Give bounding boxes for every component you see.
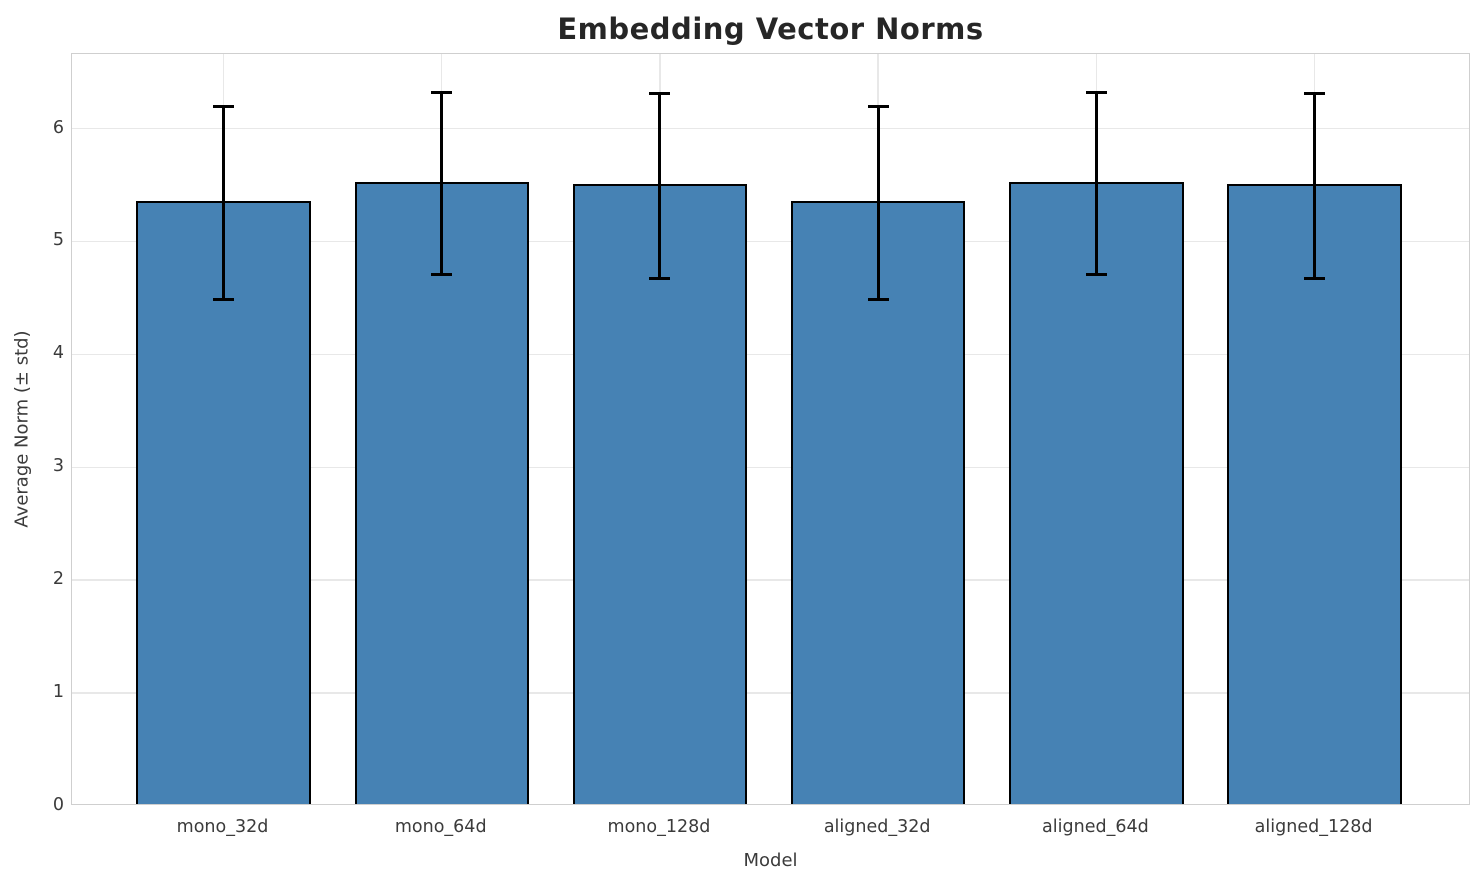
bar-mono_64d bbox=[354, 181, 529, 804]
y-tick-label-2: 2 bbox=[52, 569, 64, 590]
chart-title: Embedding Vector Norms bbox=[557, 12, 984, 46]
h-gridline-y3 bbox=[72, 466, 1469, 468]
error-bar-cap-top-aligned_32d bbox=[867, 104, 889, 108]
x-axis-title: Model bbox=[743, 850, 798, 871]
x-tick-label-mono_64d: mono_64d bbox=[394, 817, 487, 837]
h-gridline-y2 bbox=[72, 579, 1469, 581]
error-bar-cap-bottom-aligned_64d bbox=[1085, 273, 1107, 277]
y-tick-label-0: 0 bbox=[52, 795, 64, 815]
h-gridline-y5 bbox=[72, 240, 1469, 243]
error-bar-cap-bottom-aligned_32d bbox=[867, 298, 889, 302]
h-gridline-y1 bbox=[72, 692, 1469, 694]
y-tick-label-4: 4 bbox=[52, 343, 64, 364]
bar-mono_128d bbox=[572, 184, 748, 804]
error-bar-line-mono_32d bbox=[222, 104, 225, 302]
error-bar-line-mono_128d bbox=[658, 92, 662, 280]
plot-area bbox=[71, 53, 1470, 805]
bar-aligned_128d bbox=[1227, 184, 1402, 804]
error-bar-cap-top-mono_32d bbox=[213, 104, 234, 108]
error-bar-line-aligned_128d bbox=[1313, 92, 1317, 280]
error-bar-cap-top-aligned_128d bbox=[1304, 92, 1326, 96]
error-bar-line-aligned_32d bbox=[876, 104, 880, 302]
x-tick-label-aligned_128d: aligned_128d bbox=[1254, 817, 1373, 837]
bar-mono_32d bbox=[136, 201, 311, 804]
bar-aligned_32d bbox=[790, 201, 966, 804]
error-bar-cap-bottom-mono_32d bbox=[213, 298, 234, 302]
error-bar-cap-top-mono_64d bbox=[431, 91, 453, 95]
error-bar-cap-top-mono_128d bbox=[649, 92, 671, 96]
h-gridline-y6 bbox=[72, 127, 1469, 130]
x-tick-label-mono_32d: mono_32d bbox=[176, 817, 269, 837]
y-tick-label-6: 6 bbox=[52, 117, 64, 138]
x-tick-label-aligned_64d: aligned_64d bbox=[1042, 817, 1149, 837]
y-tick-label-1: 1 bbox=[52, 682, 64, 703]
x-tick-label-mono_128d: mono_128d bbox=[607, 817, 711, 837]
error-bar-cap-top-aligned_64d bbox=[1085, 91, 1107, 95]
error-bar-cap-bottom-mono_64d bbox=[431, 273, 453, 277]
h-gridline-y4 bbox=[72, 353, 1469, 356]
x-tick-label-aligned_32d: aligned_32d bbox=[823, 817, 931, 837]
y-tick-label-5: 5 bbox=[52, 230, 64, 251]
error-bar-line-mono_64d bbox=[440, 91, 444, 277]
y-tick-label-3: 3 bbox=[52, 456, 64, 477]
error-bar-cap-bottom-mono_128d bbox=[649, 276, 671, 280]
error-bar-cap-bottom-aligned_128d bbox=[1304, 276, 1326, 280]
error-bar-line-aligned_64d bbox=[1094, 91, 1098, 277]
